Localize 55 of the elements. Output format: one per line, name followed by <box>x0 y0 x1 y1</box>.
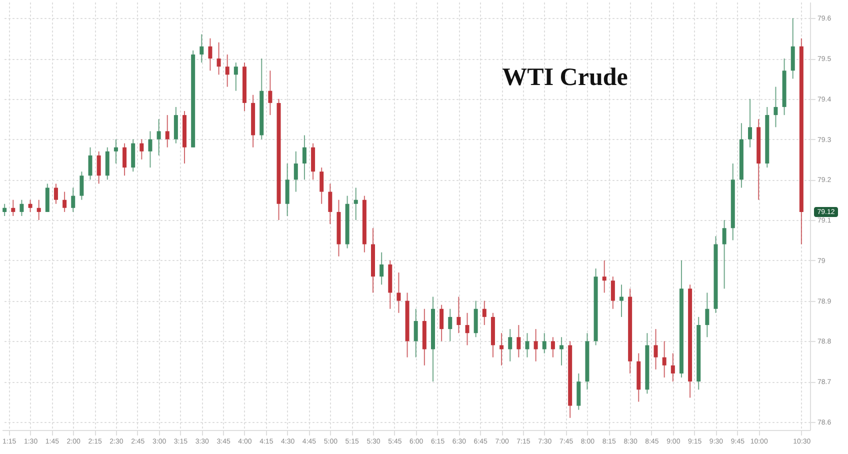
candlestick <box>525 332 530 358</box>
candlestick <box>200 34 204 64</box>
candlestick <box>225 54 230 88</box>
candlestick <box>465 312 470 346</box>
candlestick <box>456 296 461 334</box>
candlestick <box>122 142 127 176</box>
candlestick <box>602 260 606 294</box>
candlestick <box>516 324 521 358</box>
candlestick <box>560 336 564 366</box>
candlestick <box>482 300 486 326</box>
candlestick <box>294 150 298 192</box>
candlestick <box>302 134 306 180</box>
candlestick <box>62 191 67 212</box>
candlestick <box>508 328 512 362</box>
candlestick <box>705 292 710 338</box>
candlestick <box>610 276 615 310</box>
candlestick <box>165 114 170 148</box>
candlestick <box>268 70 272 116</box>
candlestick <box>20 199 24 216</box>
candlestick <box>328 183 332 225</box>
candlestick <box>440 304 444 342</box>
candlestick <box>662 340 666 378</box>
candlestick <box>114 138 118 164</box>
candlestick <box>234 62 238 92</box>
candlestick <box>534 328 538 362</box>
candlestick <box>71 187 76 212</box>
candlestick <box>448 308 452 342</box>
candlestick <box>148 130 152 168</box>
candlestick <box>54 183 58 204</box>
candlestick <box>619 284 624 318</box>
candlestick <box>670 352 675 382</box>
candlestick <box>380 252 384 286</box>
candlestick <box>500 332 504 366</box>
candlestick <box>88 146 92 180</box>
candlestick <box>140 138 144 160</box>
text: WTI Crude <box>502 64 628 91</box>
candlestick <box>11 199 16 216</box>
candlestick <box>722 220 726 290</box>
candlestick <box>36 199 41 221</box>
candlestick <box>354 187 358 221</box>
candlestick <box>216 42 221 76</box>
candlestick <box>542 332 546 354</box>
candlestick <box>2 203 7 216</box>
candlestick <box>396 272 401 314</box>
candlestick <box>208 38 212 72</box>
candlestick <box>414 308 418 358</box>
candlestick <box>96 150 101 184</box>
candlestick <box>80 171 84 200</box>
candlestick <box>156 118 161 156</box>
candlestick <box>550 336 555 358</box>
candlestick <box>774 86 778 128</box>
candlestick <box>748 98 752 148</box>
candlestick <box>28 199 32 212</box>
candlestick <box>654 328 658 370</box>
candlestick <box>320 167 324 204</box>
